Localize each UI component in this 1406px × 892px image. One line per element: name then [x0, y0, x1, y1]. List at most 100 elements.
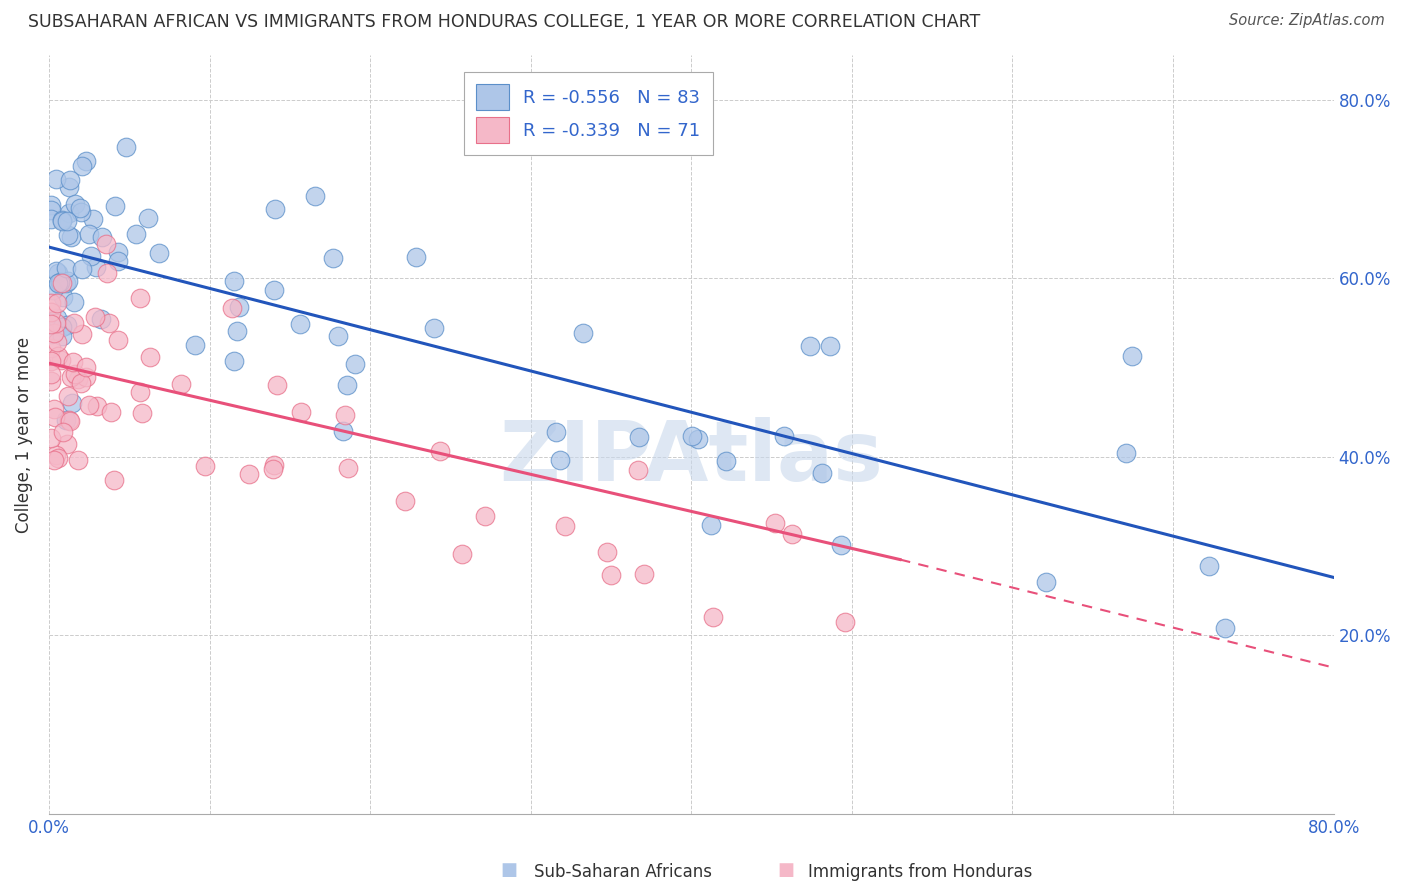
Point	[96, 237, 118, 252]
Point	[51, 277, 73, 291]
Point	[75, 153, 97, 168]
Point	[288, 317, 311, 331]
Point	[46, 450, 69, 465]
Point	[58, 180, 80, 194]
Point	[39, 374, 62, 388]
Point	[65, 367, 87, 381]
Point	[58, 274, 80, 288]
Point	[66, 372, 89, 386]
Point	[70, 159, 93, 173]
Point	[60, 230, 83, 244]
Text: SUBSAHARAN AFRICAN VS IMMIGRANTS FROM HONDURAS COLLEGE, 1 YEAR OR MORE CORRELATI: SUBSAHARAN AFRICAN VS IMMIGRANTS FROM HO…	[28, 13, 980, 31]
Point	[263, 202, 285, 217]
Point	[62, 317, 84, 331]
Point	[627, 462, 650, 476]
Point	[45, 448, 67, 462]
Point	[1121, 349, 1143, 363]
Point	[595, 545, 617, 559]
Point	[226, 324, 249, 338]
Point	[55, 413, 77, 427]
Point	[322, 251, 344, 265]
Point	[42, 326, 65, 340]
Point	[70, 204, 93, 219]
Point	[51, 319, 73, 334]
Point	[138, 350, 160, 364]
Point	[194, 459, 217, 474]
Point	[1198, 558, 1220, 573]
Point	[45, 311, 67, 326]
Text: ■: ■	[501, 861, 517, 879]
Point	[107, 333, 129, 347]
Point	[55, 214, 77, 228]
Point	[56, 227, 79, 242]
Point	[39, 318, 62, 332]
Text: Immigrants from Honduras: Immigrants from Honduras	[808, 863, 1033, 881]
Point	[633, 566, 655, 581]
Point	[763, 516, 786, 530]
Point	[52, 425, 75, 439]
Point	[39, 353, 62, 368]
Point	[628, 430, 651, 444]
Point	[62, 295, 84, 310]
Point	[39, 431, 62, 445]
Point	[90, 311, 112, 326]
Point	[75, 370, 97, 384]
Point	[44, 401, 66, 416]
Point	[336, 461, 359, 475]
Point	[52, 290, 75, 304]
Point	[55, 277, 77, 291]
Point	[48, 277, 70, 291]
Point	[700, 518, 723, 533]
Point	[65, 197, 87, 211]
Point	[429, 444, 451, 458]
Point	[39, 296, 62, 310]
Point	[572, 326, 595, 341]
Point	[263, 458, 285, 472]
Point	[834, 615, 856, 630]
Point	[46, 335, 69, 350]
Point	[688, 432, 710, 446]
Point	[56, 389, 79, 403]
Point	[56, 436, 79, 450]
Point	[451, 547, 474, 561]
Point	[45, 316, 67, 330]
Point	[58, 206, 80, 220]
Point	[82, 212, 104, 227]
Point	[343, 357, 366, 371]
Point	[66, 453, 89, 467]
Point	[39, 327, 62, 342]
Point	[51, 213, 73, 227]
Point	[1035, 575, 1057, 590]
Point	[335, 409, 357, 423]
Legend: R = -0.556   N = 83, R = -0.339   N = 71: R = -0.556 N = 83, R = -0.339 N = 71	[464, 71, 713, 155]
Point	[332, 424, 354, 438]
Point	[131, 406, 153, 420]
Point	[780, 526, 803, 541]
Point	[336, 378, 359, 392]
Point	[290, 405, 312, 419]
Point	[42, 283, 65, 297]
Point	[44, 453, 66, 467]
Point	[45, 172, 67, 186]
Point	[46, 276, 69, 290]
Point	[90, 229, 112, 244]
Point	[129, 385, 152, 400]
Point	[77, 398, 100, 412]
Point	[51, 213, 73, 227]
Point	[544, 425, 567, 439]
Point	[262, 462, 284, 476]
Point	[46, 350, 69, 364]
Point	[228, 300, 250, 314]
Point	[70, 261, 93, 276]
Point	[811, 467, 834, 481]
Point	[681, 429, 703, 443]
Point	[772, 429, 794, 443]
Point	[39, 212, 62, 227]
Text: ■: ■	[778, 861, 794, 879]
Point	[550, 452, 572, 467]
Point	[72, 326, 94, 341]
Point	[80, 249, 103, 263]
Point	[1213, 621, 1236, 635]
Point	[304, 189, 326, 203]
Point	[86, 400, 108, 414]
